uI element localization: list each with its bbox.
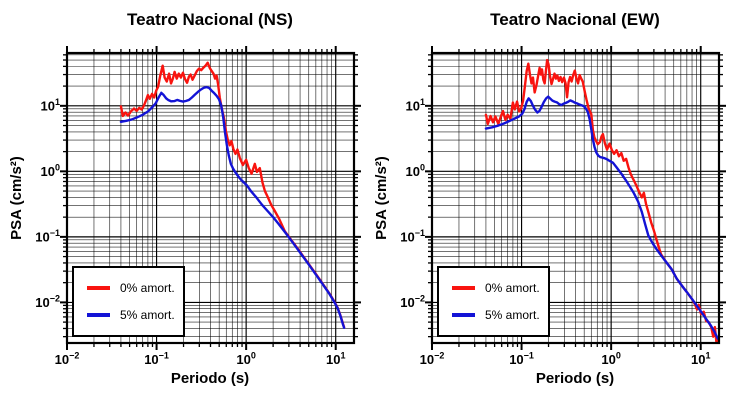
legend-item: 0% amort. [87,281,183,295]
svg-text:10−1: 10−1 [35,228,60,245]
red-line-swatch [87,286,110,290]
svg-text:101: 101 [691,351,710,368]
plot-title-ew: Teatro Nacional (EW) [490,10,660,29]
svg-text:10−2: 10−2 [35,293,60,310]
red-line-swatch [452,286,475,290]
legend-ns: 0% amort. 5% amort. [72,266,185,337]
svg-text:10−2: 10−2 [420,351,445,368]
y-axis-label-ew: PSA (cm/s²) [373,156,390,240]
legend-label: 5% amort. [120,308,175,322]
svg-text:100: 100 [406,162,425,179]
blue-line-swatch [452,313,475,317]
legend-item: 0% amort. [452,281,548,295]
svg-text:101: 101 [406,97,425,114]
svg-text:101: 101 [41,97,60,114]
svg-text:101: 101 [326,351,345,368]
svg-text:10−1: 10−1 [509,351,534,368]
legend-label: 0% amort. [120,281,175,295]
svg-text:10−2: 10−2 [55,351,80,368]
x-axis-label-ew: Periodo (s) [535,370,615,387]
svg-text:100: 100 [601,351,620,368]
legend-label: 5% amort. [485,308,540,322]
legend-item: 5% amort. [452,308,548,322]
svg-text:100: 100 [41,162,60,179]
legend-item: 5% amort. [87,308,183,322]
legend-ew: 0% amort. 5% amort. [437,266,550,337]
blue-line-swatch [87,313,110,317]
svg-text:10−1: 10−1 [400,228,425,245]
plot-title-ns: Teatro Nacional (NS) [127,10,293,29]
svg-text:100: 100 [236,351,255,368]
legend-label: 0% amort. [485,281,540,295]
svg-text:10−1: 10−1 [144,351,169,368]
svg-text:10−2: 10−2 [400,293,425,310]
y-axis-label-ns: PSA (cm/s²) [8,156,25,240]
x-axis-label-ns: Periodo (s) [170,370,250,387]
